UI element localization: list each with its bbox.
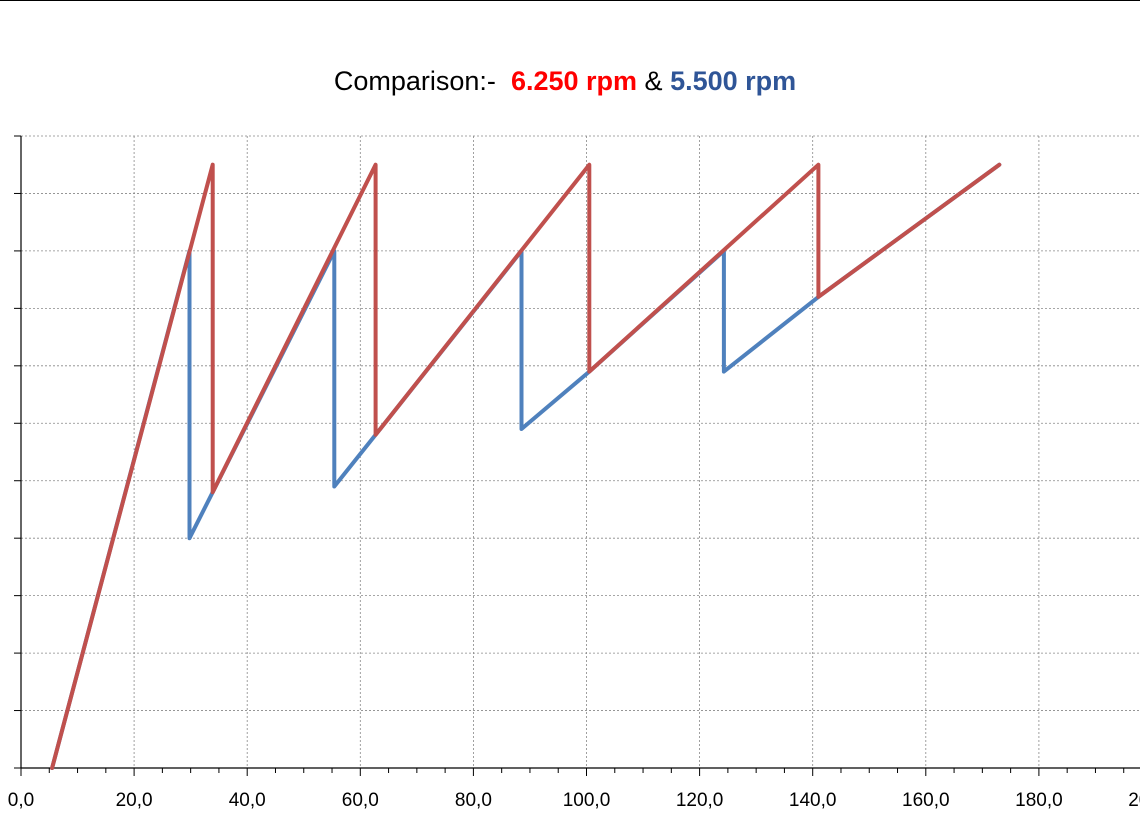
- x-tick-label: 0,0: [8, 790, 34, 811]
- series-line-blue: [50, 162, 1002, 770]
- title-prefix: Comparison:-: [333, 66, 496, 96]
- x-tick-label: 140,0: [789, 790, 837, 811]
- x-tick-label: 120,0: [676, 790, 724, 811]
- x-axis-tick-labels: 0,0 20,0 40,0 60,0 80,0 100,0 120,0 140,0 160,0 1…: [8, 790, 1140, 811]
- x-tick-label: 200,0: [1128, 790, 1140, 811]
- chart-title: Comparison:- 6.250 rpm & 5.500 rpm: [0, 66, 1130, 97]
- x-tick-label: 100,0: [563, 790, 611, 811]
- x-tick-label: 80,0: [455, 790, 492, 811]
- x-tick-label: 40,0: [229, 790, 266, 811]
- x-tick-label: 180,0: [1015, 790, 1063, 811]
- title-joiner: &: [644, 66, 663, 96]
- series-line-red: [50, 162, 1002, 770]
- title-blue-label: 5.500 rpm: [670, 66, 797, 96]
- series-lines: [50, 162, 1002, 770]
- x-tick-label: 60,0: [342, 790, 379, 811]
- x-tick-label: 20,0: [116, 790, 153, 811]
- axes: [14, 135, 1140, 776]
- x-tick-label: 160,0: [902, 790, 950, 811]
- title-red-label: 6.250 rpm: [510, 66, 638, 96]
